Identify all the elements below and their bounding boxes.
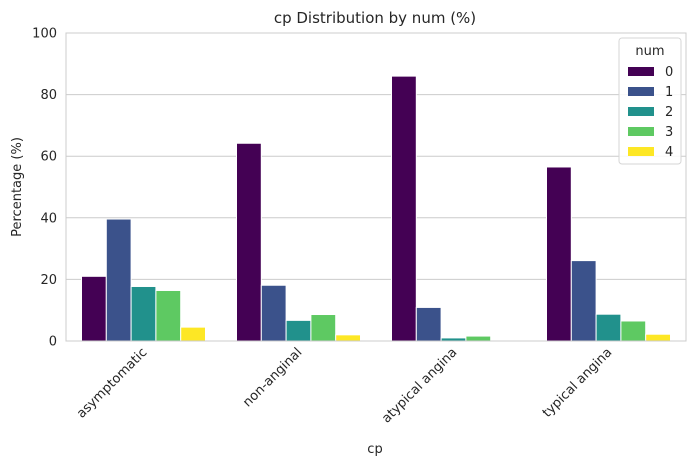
bar-asymptomatic-num-3 xyxy=(155,289,182,342)
legend-swatch xyxy=(628,67,654,76)
bar-asymptomatic-num-1 xyxy=(105,218,132,342)
bar-non-anginal-num-3 xyxy=(310,314,337,342)
bar-atypical-angina-num-3 xyxy=(465,335,492,342)
legend-label: 0 xyxy=(665,65,673,80)
bar-non-anginal-num-4 xyxy=(335,334,362,342)
bar-non-anginal-num-2 xyxy=(285,319,312,342)
bar-non-anginal-num-0 xyxy=(236,142,262,342)
y-tick-label: 20 xyxy=(40,273,57,288)
y-tick-label: 60 xyxy=(40,150,57,165)
bar-typical-angina-num-1 xyxy=(570,260,597,342)
y-tick-label: 100 xyxy=(32,27,57,42)
y-axis-title: Percentage (%) xyxy=(10,137,25,237)
y-tick-label: 40 xyxy=(40,211,57,226)
x-axis-title: cp xyxy=(367,442,382,457)
legend-label: 4 xyxy=(665,145,673,160)
chart-title: cp Distribution by num (%) xyxy=(274,9,476,27)
bar-atypical-angina-num-1 xyxy=(415,306,442,342)
y-tick-label: 0 xyxy=(49,335,57,350)
y-tick-labels: 0 20 40 60 80 100 xyxy=(32,27,57,350)
bar-asymptomatic-num-0 xyxy=(81,275,107,342)
plot-frame xyxy=(65,32,687,342)
x-tick-label: non-anginal xyxy=(240,345,305,410)
legend-swatch xyxy=(628,87,654,96)
bar-typical-angina-num-0 xyxy=(546,166,572,342)
legend-label: 3 xyxy=(665,125,673,140)
bar-asymptomatic-num-4 xyxy=(180,326,206,342)
bar-typical-angina-num-3 xyxy=(620,320,647,342)
legend-swatch xyxy=(628,107,654,116)
legend-label: 2 xyxy=(665,105,673,120)
legend-title: num xyxy=(635,44,664,59)
bar-asymptomatic-num-2 xyxy=(130,285,157,342)
bar-typical-angina-num-4 xyxy=(645,333,672,342)
x-tick-label: typical angina xyxy=(540,345,616,421)
bars xyxy=(81,75,672,342)
bar-atypical-angina-num-0 xyxy=(391,75,417,342)
y-tick-label: 80 xyxy=(40,88,57,103)
bar-typical-angina-num-2 xyxy=(595,313,622,342)
legend-swatch xyxy=(628,147,654,156)
bar-non-anginal-num-1 xyxy=(260,284,287,342)
legend-label: 1 xyxy=(665,85,673,100)
x-tick-label: atypical angina xyxy=(379,345,460,426)
x-tick-label: asymptomatic xyxy=(74,345,150,421)
x-tick-labels: asymptomatic non-anginal atypical angina ty… xyxy=(74,345,615,426)
legend-swatch xyxy=(628,127,654,136)
